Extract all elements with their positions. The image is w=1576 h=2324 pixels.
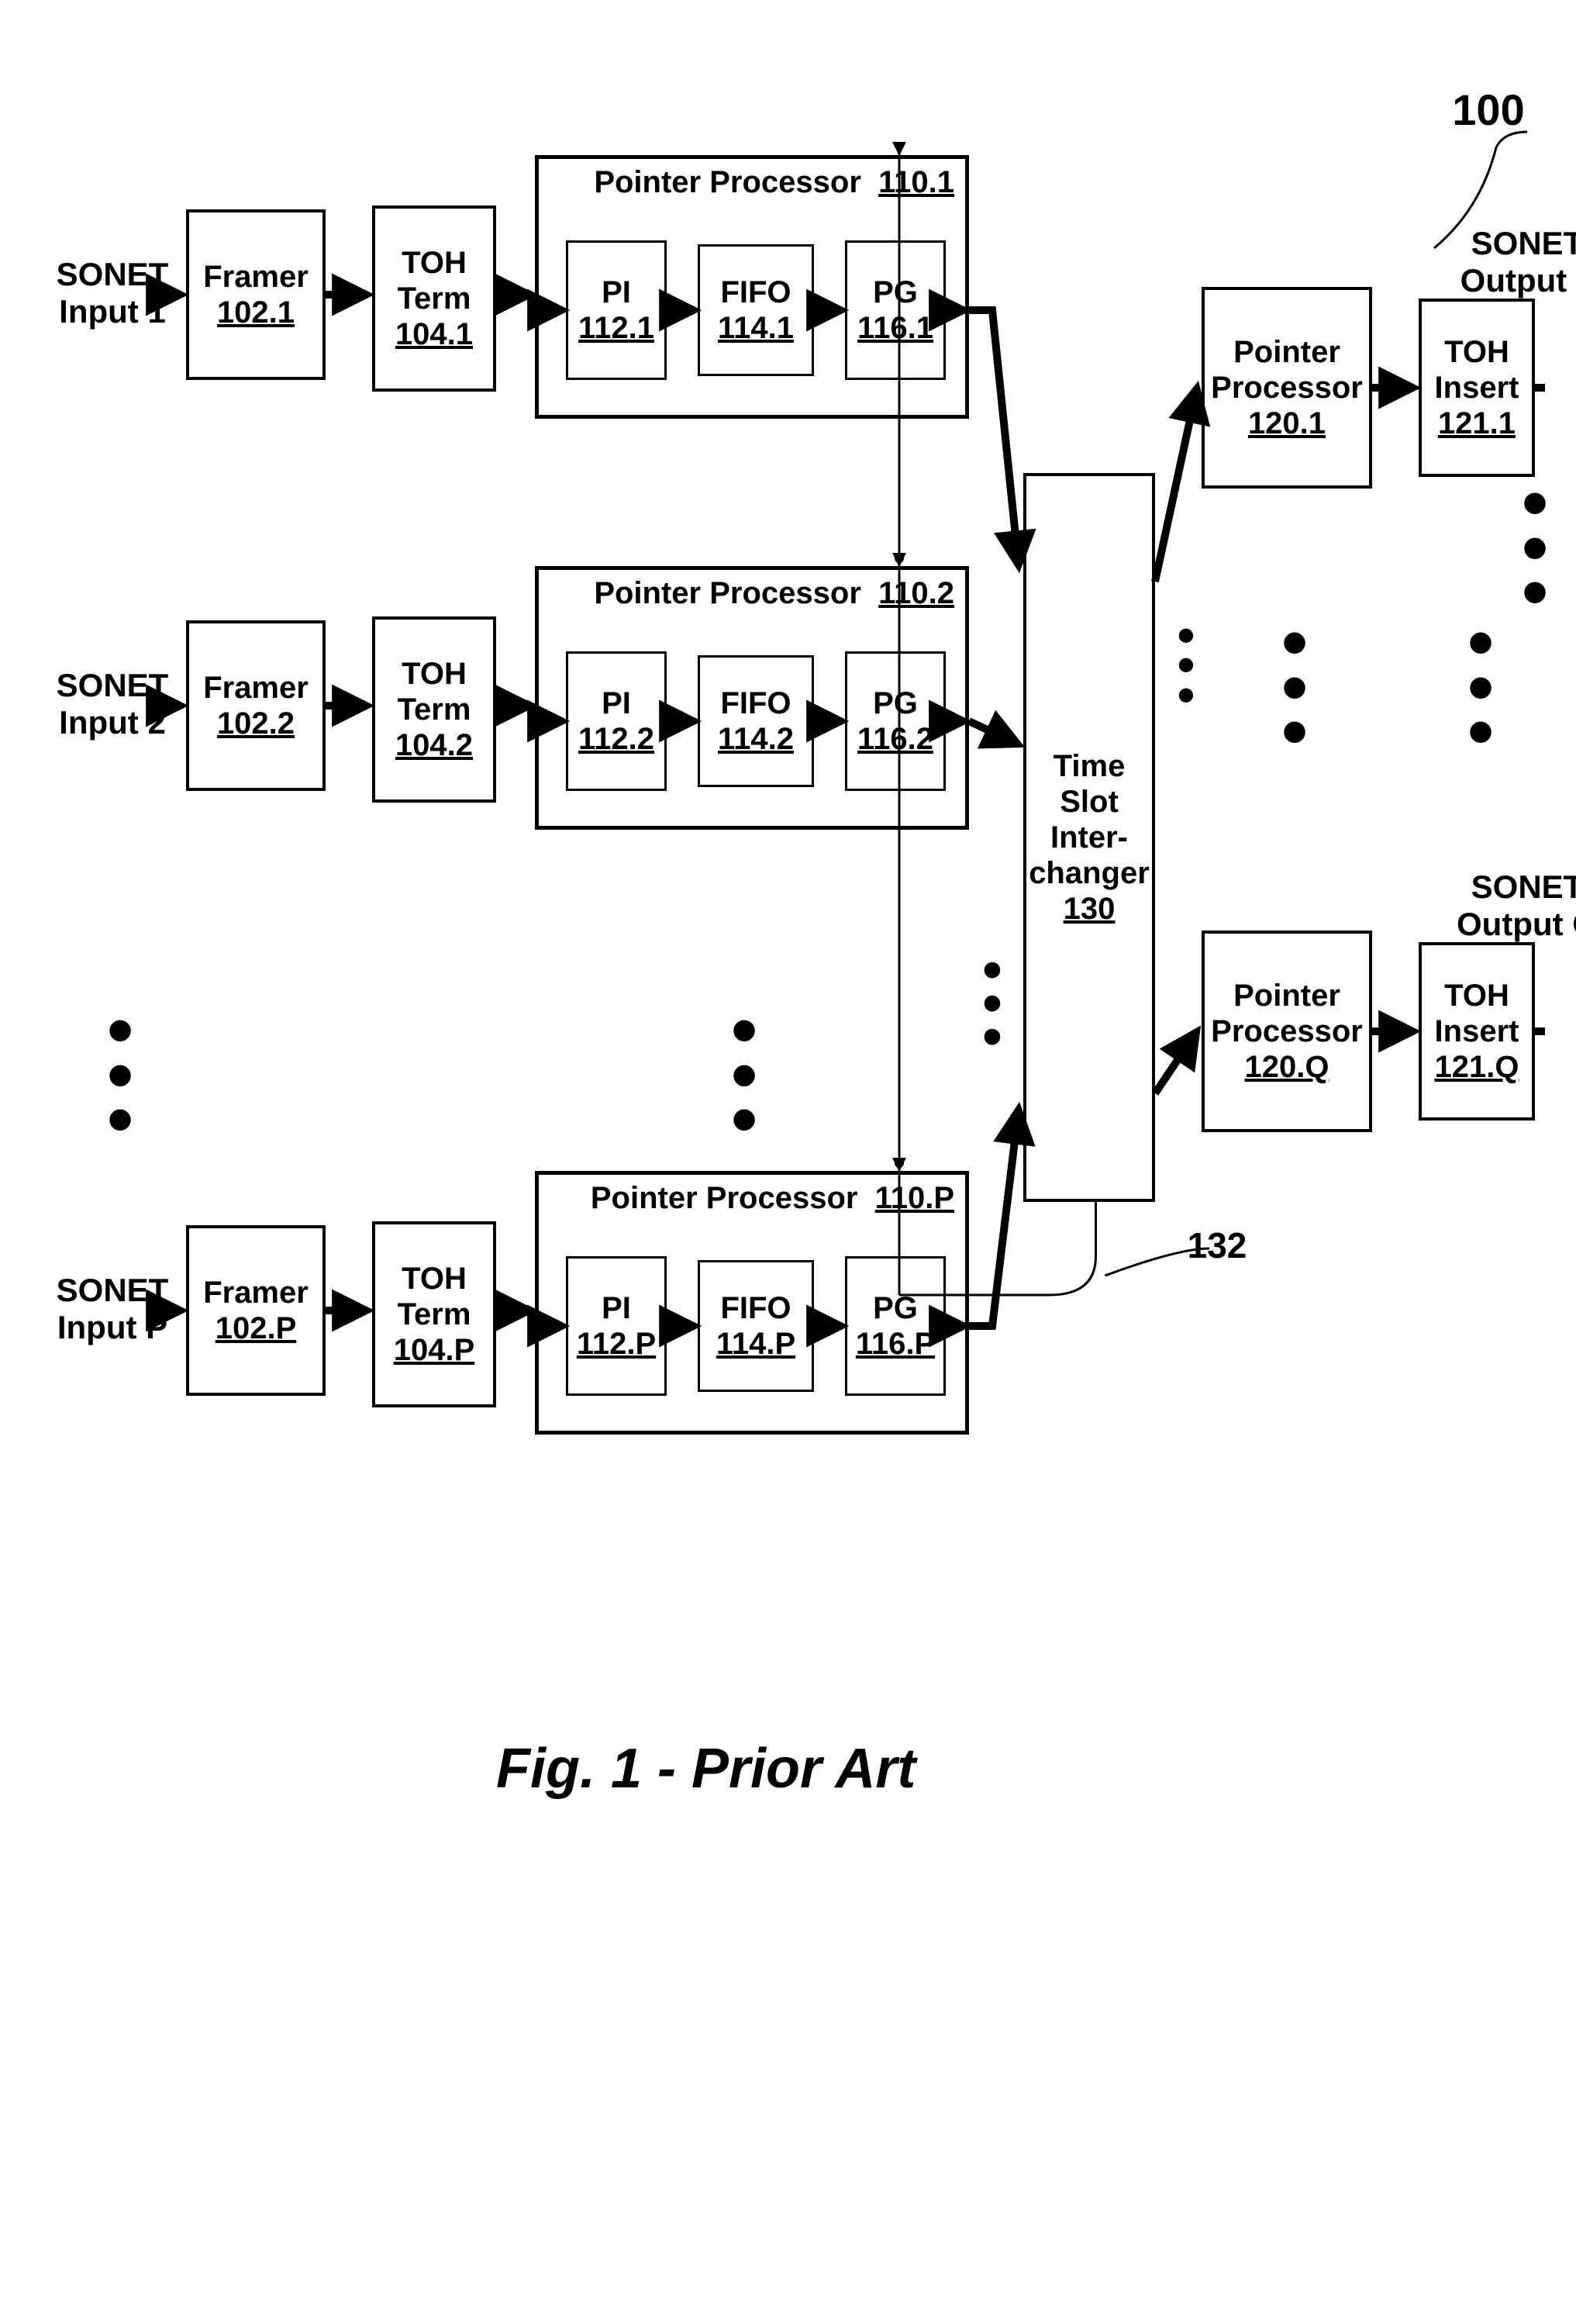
framer-box: Framer102.1 <box>186 209 326 380</box>
framer-box: Framer102.2 <box>186 620 326 791</box>
toh-insert-box: TOHInsert121.Q <box>1419 942 1535 1121</box>
pi-box: PI112.P <box>566 1256 667 1396</box>
pg-box: PG116.P <box>845 1256 946 1396</box>
toh-term-box: TOHTerm104.P <box>372 1221 496 1407</box>
sonet-input-label: SONETInput 2 <box>47 667 178 742</box>
pg-box: PG116.2 <box>845 651 946 791</box>
fifo-box: FIFO114.1 <box>698 244 814 376</box>
pg-box: PG116.1 <box>845 240 946 380</box>
fifo-box: FIFO114.P <box>698 1260 814 1392</box>
system-ref: 100 <box>1442 85 1535 135</box>
output-pointer-processor: PointerProcessor120.Q <box>1202 931 1372 1132</box>
figure-caption: Fig. 1 - Prior Art <box>496 1737 1194 1801</box>
sonet-output-label: SONETOutput Q <box>1450 868 1576 944</box>
pi-box: PI112.2 <box>566 651 667 791</box>
time-slot-interchanger: TimeSlotInter-changer130 <box>1023 473 1155 1202</box>
toh-insert-box: TOHInsert121.1 <box>1419 299 1535 477</box>
toh-term-box: TOHTerm104.1 <box>372 205 496 392</box>
sonet-input-label: SONETInput P <box>47 1272 178 1347</box>
fifo-box: FIFO114.2 <box>698 655 814 787</box>
sonet-input-label: SONETInput 1 <box>47 256 178 331</box>
toh-term-box: TOHTerm104.2 <box>372 616 496 803</box>
framer-box: Framer102.P <box>186 1225 326 1396</box>
output-pointer-processor: PointerProcessor120.1 <box>1202 287 1372 489</box>
feedback-ref: 132 <box>1178 1225 1256 1266</box>
pi-box: PI112.1 <box>566 240 667 380</box>
sonet-output-label: SONETOutput 1 <box>1450 225 1576 300</box>
